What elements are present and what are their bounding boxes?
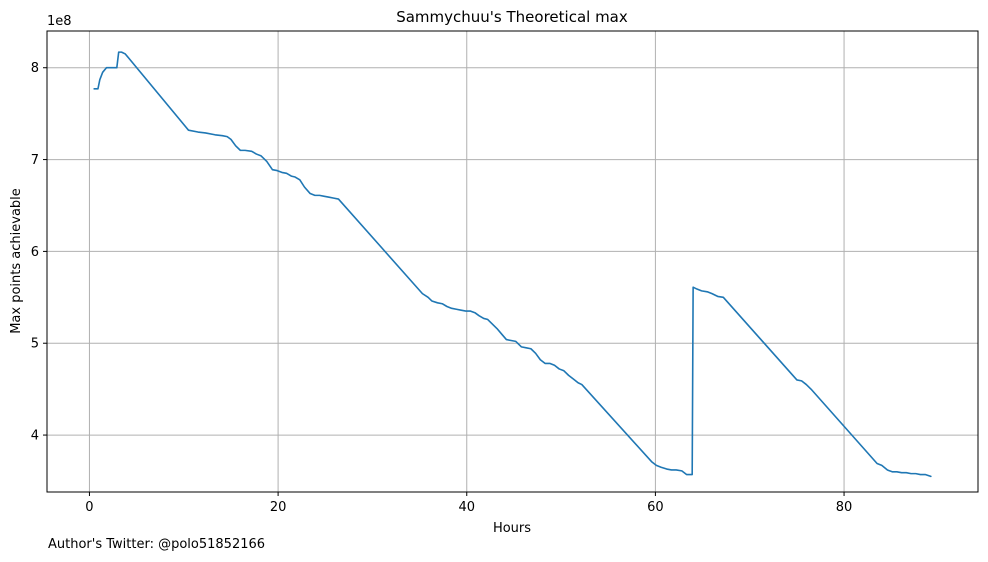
x-tick-label: 80 [836,500,853,515]
series-layer [93,51,932,478]
x-tick-label: 60 [647,500,664,515]
y-axis: 4 5 6 7 8 [31,61,47,444]
x-axis-label: Hours [493,521,531,536]
y-tick-label: 8 [31,61,39,76]
x-tick-label: 0 [85,500,93,515]
x-tick-label: 20 [270,500,287,515]
y-tick-label: 7 [31,153,39,168]
chart-title: Sammychuu's Theoretical max [396,8,628,26]
y-tick-label: 5 [31,337,39,352]
y-tick-label: 4 [31,429,39,444]
y-axis-label: Max points achievable [9,188,24,334]
plot-frame [46,30,979,493]
x-axis: 0 20 40 60 80 [85,492,852,515]
author-footnote: Author's Twitter: @polo51852166 [48,537,266,552]
y-offset-label: 1e8 [47,14,72,29]
x-tick-label: 40 [458,500,475,515]
series-line-0 [93,51,932,478]
y-tick-label: 6 [31,245,39,260]
grid [47,31,978,492]
